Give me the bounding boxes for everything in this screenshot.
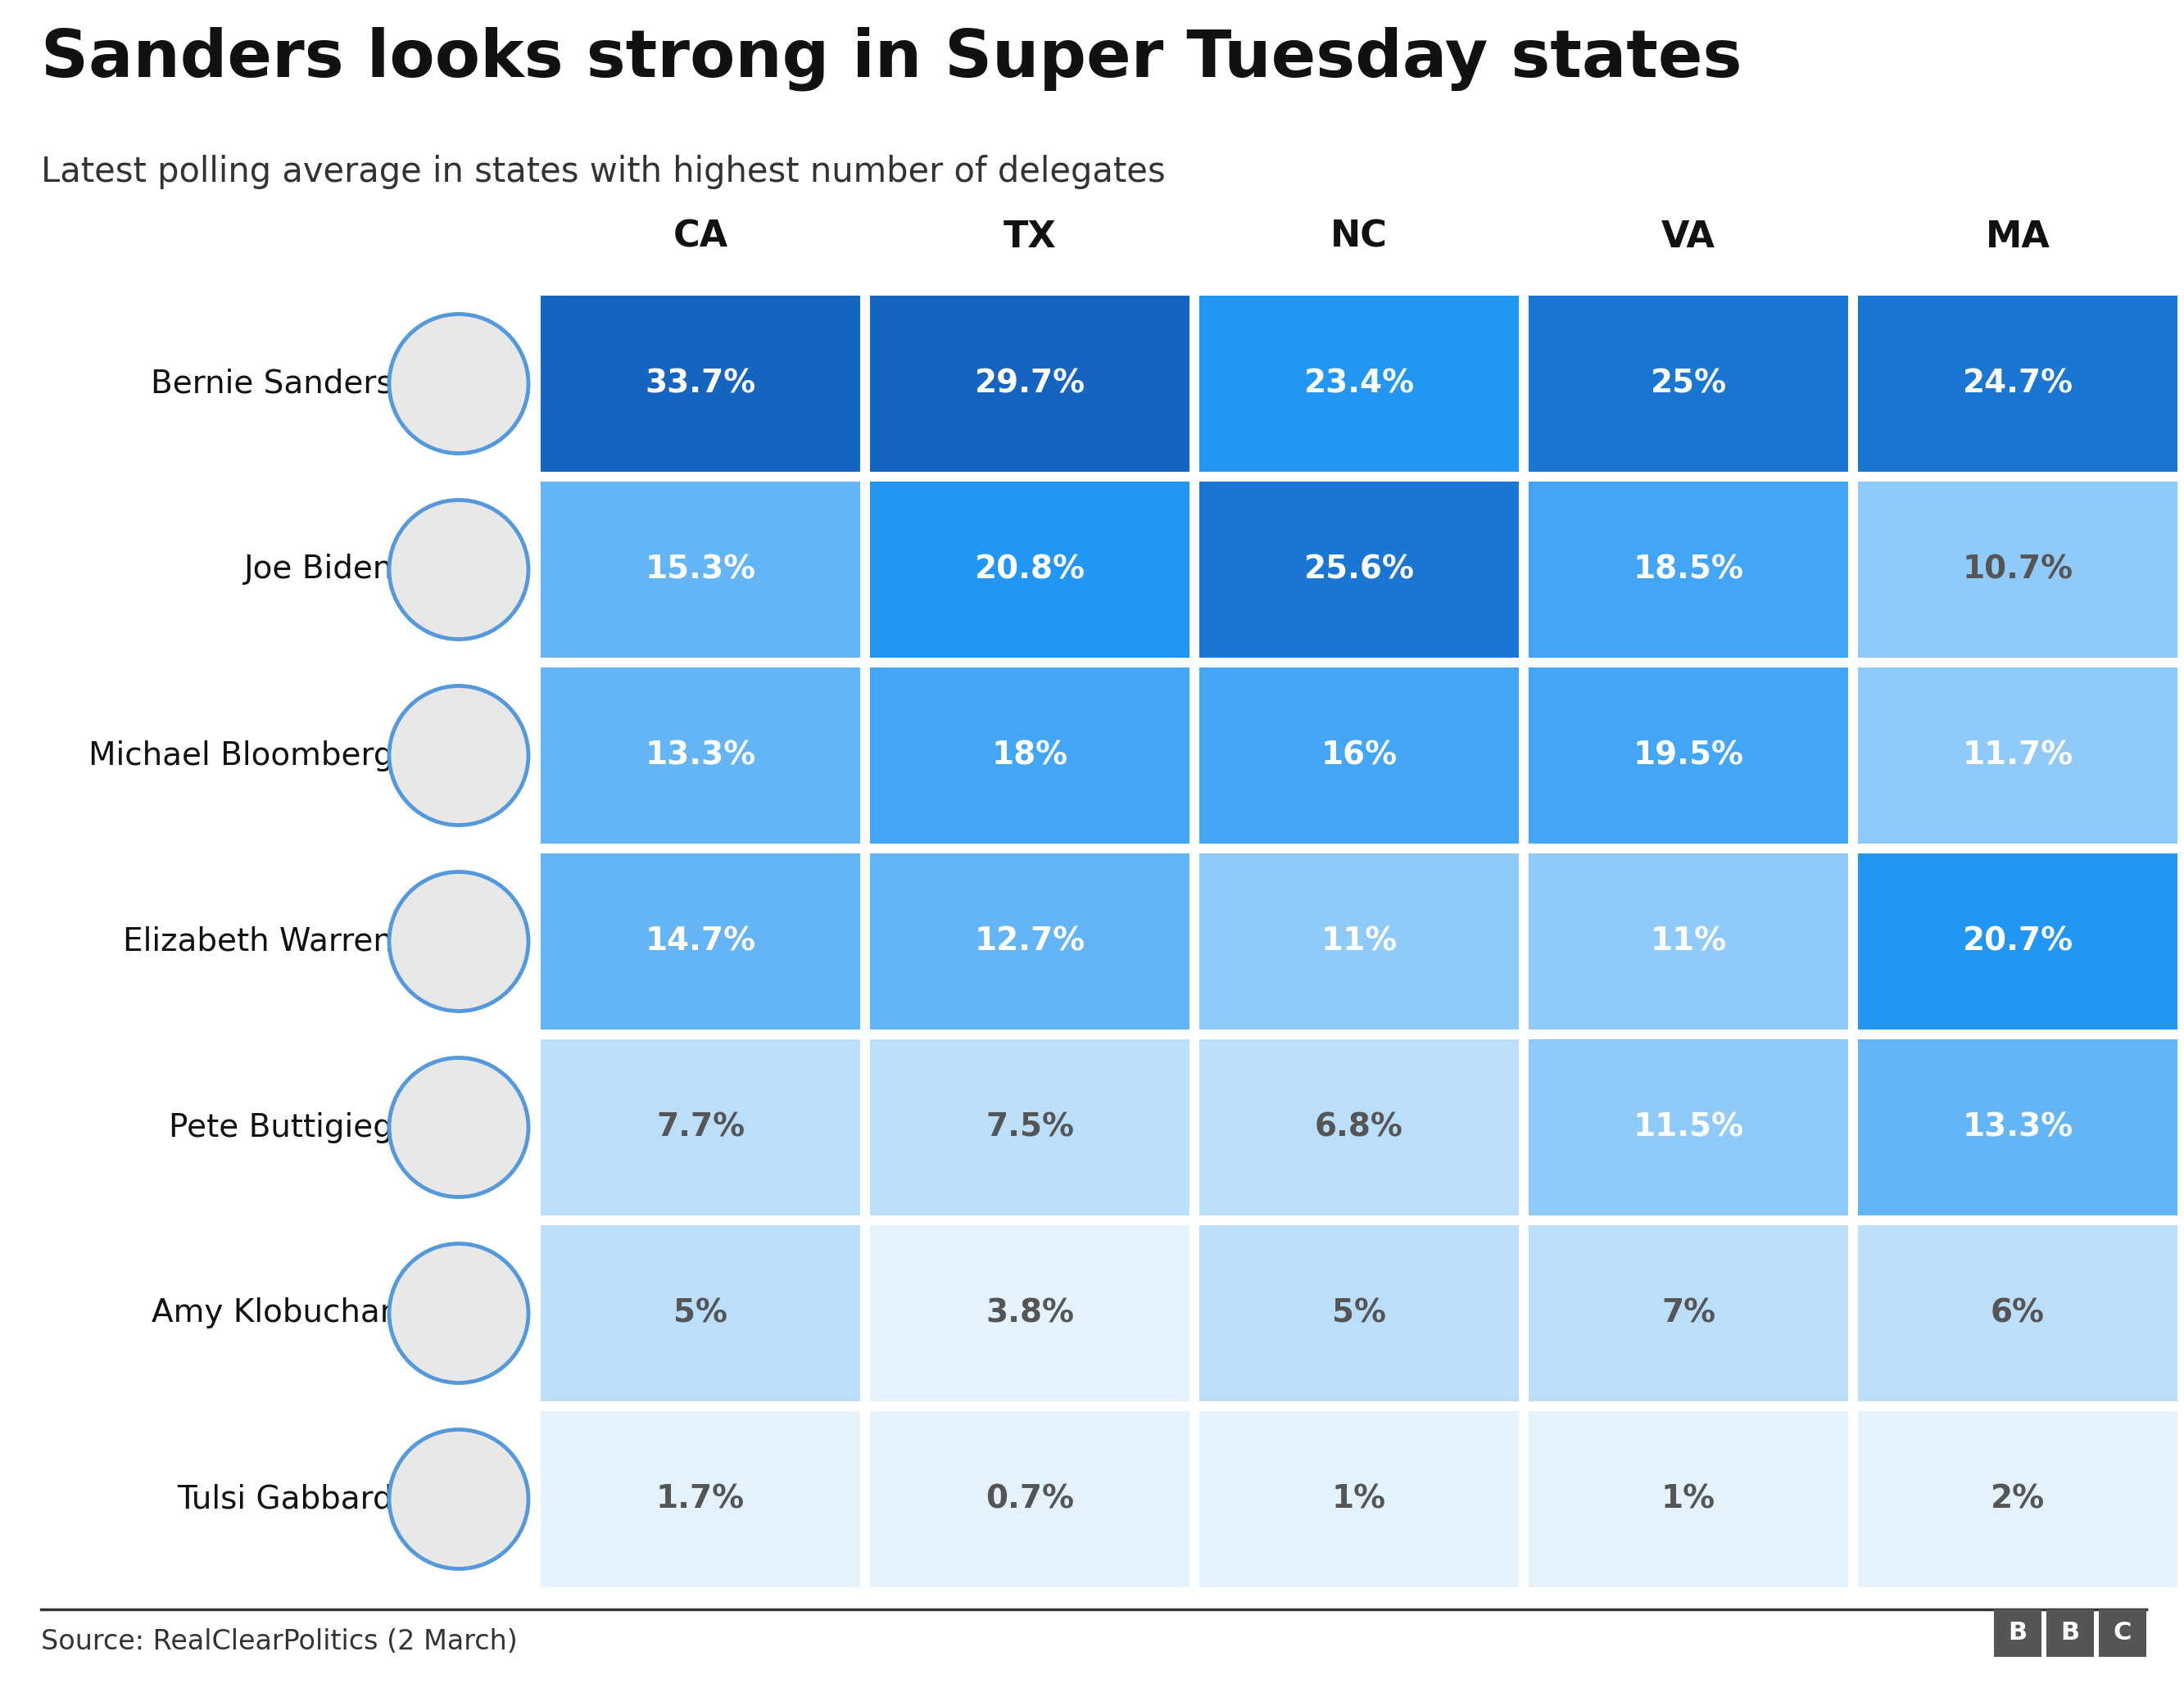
FancyBboxPatch shape [869, 295, 1190, 473]
FancyBboxPatch shape [1529, 853, 1848, 1029]
FancyBboxPatch shape [1199, 1225, 1518, 1401]
FancyBboxPatch shape [869, 1411, 1190, 1587]
Circle shape [389, 872, 529, 1012]
Circle shape [389, 500, 529, 640]
Circle shape [389, 1244, 529, 1384]
Text: C: C [2114, 1621, 2132, 1645]
Text: 7%: 7% [1662, 1298, 1714, 1329]
Text: 5%: 5% [673, 1298, 727, 1329]
FancyBboxPatch shape [1199, 481, 1518, 659]
Circle shape [389, 1430, 529, 1570]
Text: Bernie Sanders: Bernie Sanders [151, 368, 393, 399]
FancyBboxPatch shape [1529, 667, 1848, 843]
Text: 7.7%: 7.7% [655, 1112, 745, 1143]
FancyBboxPatch shape [1529, 295, 1848, 473]
Text: 11.5%: 11.5% [1634, 1112, 1743, 1143]
Text: 11.7%: 11.7% [1961, 740, 2073, 771]
FancyBboxPatch shape [1994, 1609, 2042, 1657]
FancyBboxPatch shape [542, 295, 860, 473]
Text: 6.8%: 6.8% [1315, 1112, 1404, 1143]
Text: B: B [2009, 1621, 2027, 1645]
Text: 10.7%: 10.7% [1963, 554, 2073, 585]
Text: NC: NC [1330, 220, 1387, 254]
Text: Latest polling average in states with highest number of delegates: Latest polling average in states with hi… [41, 155, 1166, 189]
Text: 12.7%: 12.7% [974, 926, 1085, 957]
FancyBboxPatch shape [1859, 481, 2177, 659]
FancyBboxPatch shape [1859, 1225, 2177, 1401]
Text: 11%: 11% [1651, 926, 1728, 957]
Text: 11%: 11% [1321, 926, 1398, 957]
Text: 0.7%: 0.7% [985, 1484, 1075, 1515]
Text: 16%: 16% [1321, 740, 1398, 771]
Text: 15.3%: 15.3% [644, 554, 756, 585]
Text: 18.5%: 18.5% [1634, 554, 1743, 585]
FancyBboxPatch shape [1529, 1411, 1848, 1587]
FancyBboxPatch shape [1859, 1039, 2177, 1215]
Text: 6%: 6% [1990, 1298, 2044, 1329]
Text: Pete Buttigieg: Pete Buttigieg [168, 1112, 393, 1143]
FancyBboxPatch shape [869, 667, 1190, 843]
FancyBboxPatch shape [1199, 667, 1518, 843]
FancyBboxPatch shape [2099, 1609, 2147, 1657]
Text: 5%: 5% [1332, 1298, 1387, 1329]
FancyBboxPatch shape [1859, 667, 2177, 843]
FancyBboxPatch shape [869, 481, 1190, 659]
FancyBboxPatch shape [1859, 1411, 2177, 1587]
Text: 20.8%: 20.8% [974, 554, 1085, 585]
Text: CA: CA [673, 220, 727, 254]
Text: Tulsi Gabbard: Tulsi Gabbard [177, 1484, 393, 1515]
FancyBboxPatch shape [1859, 295, 2177, 473]
Text: 19.5%: 19.5% [1634, 740, 1743, 771]
Text: Source: RealClearPolitics (2 March): Source: RealClearPolitics (2 March) [41, 1628, 518, 1655]
FancyBboxPatch shape [1199, 853, 1518, 1029]
FancyBboxPatch shape [1199, 295, 1518, 473]
Text: 1.7%: 1.7% [655, 1484, 745, 1515]
FancyBboxPatch shape [2046, 1609, 2094, 1657]
Text: Joe Biden: Joe Biden [245, 554, 393, 585]
Text: 25.6%: 25.6% [1304, 554, 1415, 585]
FancyBboxPatch shape [542, 853, 860, 1029]
Text: VA: VA [1662, 220, 1714, 254]
FancyBboxPatch shape [1199, 1411, 1518, 1587]
Text: 29.7%: 29.7% [974, 368, 1085, 399]
Text: 13.3%: 13.3% [1961, 1112, 2073, 1143]
FancyBboxPatch shape [1529, 1039, 1848, 1215]
FancyBboxPatch shape [542, 667, 860, 843]
Text: MA: MA [1985, 220, 2051, 254]
Text: 3.8%: 3.8% [985, 1298, 1075, 1329]
Text: TX: TX [1002, 220, 1057, 254]
FancyBboxPatch shape [542, 1039, 860, 1215]
Text: Michael Bloomberg: Michael Bloomberg [87, 740, 393, 771]
FancyBboxPatch shape [542, 481, 860, 659]
FancyBboxPatch shape [1199, 1039, 1518, 1215]
Text: 2%: 2% [1990, 1484, 2044, 1515]
Text: 7.5%: 7.5% [985, 1112, 1075, 1143]
Text: 14.7%: 14.7% [644, 926, 756, 957]
Text: Sanders looks strong in Super Tuesday states: Sanders looks strong in Super Tuesday st… [41, 27, 1743, 90]
FancyBboxPatch shape [542, 1411, 860, 1587]
Text: 25%: 25% [1651, 368, 1728, 399]
Circle shape [389, 686, 529, 826]
Text: 23.4%: 23.4% [1304, 368, 1415, 399]
Circle shape [389, 1058, 529, 1198]
FancyBboxPatch shape [869, 853, 1190, 1029]
Circle shape [389, 314, 529, 454]
FancyBboxPatch shape [869, 1225, 1190, 1401]
FancyBboxPatch shape [869, 1039, 1190, 1215]
Text: 24.7%: 24.7% [1963, 368, 2073, 399]
Text: 33.7%: 33.7% [644, 368, 756, 399]
Text: 1%: 1% [1332, 1484, 1387, 1515]
Text: 18%: 18% [992, 740, 1068, 771]
Text: Amy Klobuchar: Amy Klobuchar [151, 1298, 393, 1329]
Text: B: B [2062, 1621, 2079, 1645]
Text: 13.3%: 13.3% [644, 740, 756, 771]
FancyBboxPatch shape [1529, 1225, 1848, 1401]
Text: 20.7%: 20.7% [1963, 926, 2073, 957]
FancyBboxPatch shape [1529, 481, 1848, 659]
Text: Elizabeth Warren: Elizabeth Warren [122, 926, 393, 957]
FancyBboxPatch shape [542, 1225, 860, 1401]
Text: 1%: 1% [1662, 1484, 1714, 1515]
FancyBboxPatch shape [1859, 853, 2177, 1029]
